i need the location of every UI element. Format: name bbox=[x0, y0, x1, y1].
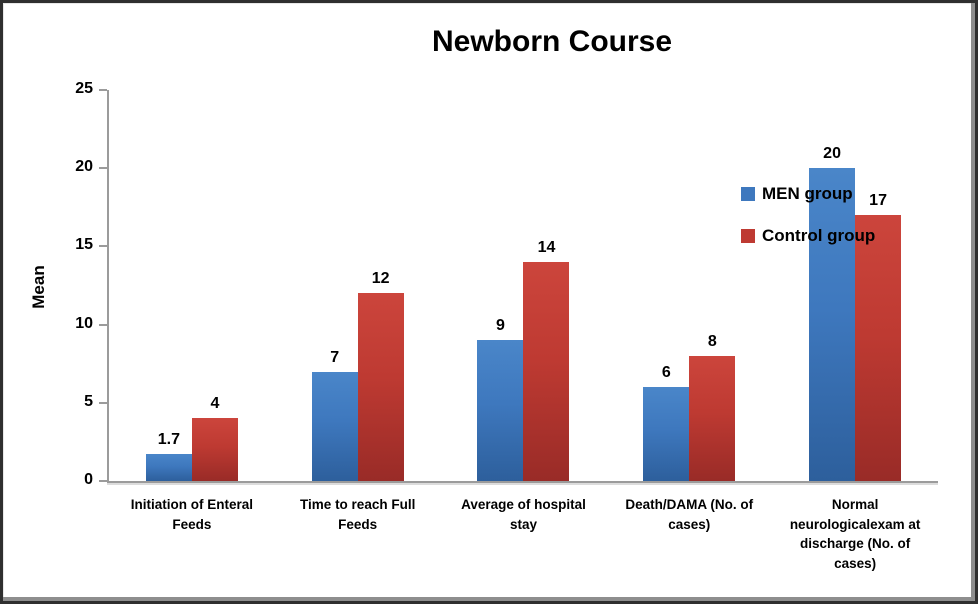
legend: MEN group Control group bbox=[741, 184, 875, 268]
bar-value-label: 1.7 bbox=[157, 431, 181, 449]
bar-slot: 4 bbox=[191, 90, 238, 481]
plot-area: 0 5 10 15 20 25 1.7 4 7 12 9 14 6 8 20 17 MEN group Con… bbox=[75, 80, 938, 488]
x-axis-line bbox=[107, 481, 938, 483]
bar-men-group bbox=[311, 371, 358, 481]
bar-value-label: 6 bbox=[661, 364, 671, 382]
y-tick-label: 10 bbox=[75, 314, 93, 332]
bar-men-group bbox=[145, 454, 192, 481]
y-tick-label: 20 bbox=[75, 158, 93, 176]
bar-group: 20 17 bbox=[809, 90, 902, 481]
bar-group: 1.7 4 bbox=[145, 90, 238, 481]
y-tick-mark bbox=[99, 480, 107, 482]
bar-value-label: 9 bbox=[496, 317, 505, 335]
chart-title: Newborn Course bbox=[431, 25, 673, 58]
legend-swatch-icon bbox=[741, 187, 755, 201]
bar-men-group bbox=[643, 387, 690, 481]
bar-control-group bbox=[855, 215, 902, 481]
y-tick-mark bbox=[99, 89, 107, 91]
bar-slot: 17 bbox=[855, 90, 902, 481]
y-tick-label: 5 bbox=[84, 392, 93, 410]
y-tick-mark bbox=[99, 245, 107, 248]
bar-slot: 6 bbox=[643, 90, 690, 481]
y-axis-line bbox=[107, 90, 109, 481]
y-tick-mark bbox=[99, 167, 107, 170]
y-tick-label: 0 bbox=[84, 471, 93, 488]
category-label: Death/DAMA (No. of cases) bbox=[625, 497, 754, 532]
bar-value-label: 8 bbox=[707, 332, 717, 350]
bar-value-label: 20 bbox=[823, 145, 841, 163]
bar-slot: 20 bbox=[809, 90, 856, 481]
bar-slot: 7 bbox=[311, 90, 358, 481]
bar-group: 7 12 bbox=[311, 90, 404, 481]
bar-groups: 1.7 4 7 12 9 14 6 8 20 17 bbox=[109, 90, 938, 481]
bar-men-group bbox=[477, 340, 524, 481]
y-tick-label: 15 bbox=[75, 236, 93, 254]
legend-label: MEN group bbox=[762, 184, 853, 203]
legend-swatch-icon bbox=[741, 229, 755, 243]
bar-value-label: 7 bbox=[330, 348, 340, 366]
bar-control-group bbox=[523, 262, 570, 481]
bar-control-group bbox=[689, 355, 736, 481]
bar-slot: 14 bbox=[523, 90, 570, 481]
category-label: Time to reach Full Feeds bbox=[300, 497, 416, 532]
y-axis-title: Mean bbox=[29, 265, 48, 309]
category-label: Normal neurologicalexam at discharge (No… bbox=[789, 497, 921, 571]
bar-men-group bbox=[809, 168, 856, 481]
y-tick-mark bbox=[99, 323, 107, 326]
bar-slot: 1.7 bbox=[145, 90, 192, 481]
bar-value-label: 14 bbox=[537, 239, 556, 257]
bar-value-label: 4 bbox=[210, 395, 220, 413]
bar-value-label: 12 bbox=[371, 270, 390, 288]
x-axis-labels: Initiation of Enteral Feeds Time to reach… bbox=[109, 495, 938, 573]
legend-label: Control group bbox=[762, 226, 876, 245]
bar-value-label: 17 bbox=[869, 192, 887, 210]
legend-item: MEN group bbox=[741, 184, 875, 204]
y-tick-label: 25 bbox=[75, 80, 93, 97]
y-tick-mark bbox=[99, 401, 107, 404]
category-label: Initiation of Enteral Feeds bbox=[130, 497, 254, 532]
legend-item: Control group bbox=[741, 226, 875, 246]
bar-slot: 9 bbox=[477, 90, 524, 481]
bar-control-group bbox=[357, 293, 404, 481]
bar-group: 9 14 bbox=[477, 90, 570, 481]
bar-slot: 12 bbox=[357, 90, 404, 481]
bar-slot: 8 bbox=[689, 90, 736, 481]
category-label: Average of hospital stay bbox=[461, 497, 586, 532]
bar-control-group bbox=[191, 418, 238, 481]
